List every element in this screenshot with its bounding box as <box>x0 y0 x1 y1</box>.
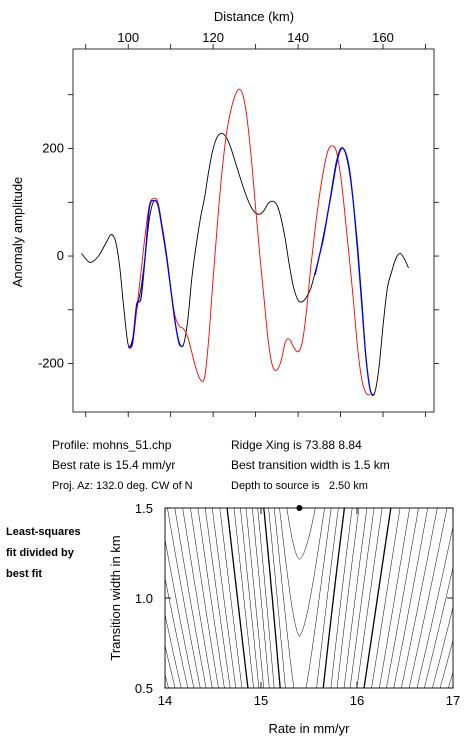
profile-frame <box>72 48 435 413</box>
contour-x-tick-label: 17 <box>446 693 460 708</box>
contour-y-tick-label: 1.0 <box>135 591 153 606</box>
contour-line <box>182 508 448 688</box>
side-note-line-3: best fit <box>6 568 42 580</box>
contour-line <box>263 508 346 688</box>
best-width-text: Best transition width is 1.5 km <box>231 458 390 472</box>
contour-line <box>240 508 375 688</box>
profile-x-tick-label: 160 <box>372 30 394 45</box>
fitted-anomaly-line-segment <box>314 147 375 396</box>
contour-line <box>257 508 353 688</box>
misfit-contour-chart: 14 15 16 17 0.5 1.0 1.5 Rate in mm/yr Transiti… <box>108 501 460 736</box>
profile-x-tick-label: 100 <box>117 30 139 45</box>
contour-line <box>211 508 410 688</box>
contour-x-axis-label: Rate in mm/yr <box>269 721 351 736</box>
contour-line <box>165 645 176 688</box>
contour-line <box>245 508 368 688</box>
best-rate-text: Best rate is 15.4 mm/yr <box>52 458 175 472</box>
contour-line <box>286 508 316 560</box>
contour-line <box>268 508 339 688</box>
source-depth-text: Depth to source is 2.50 km <box>231 480 368 492</box>
observed-anomaly-line <box>81 132 409 396</box>
profile-x-tick-label: 140 <box>287 30 309 45</box>
contour-line <box>219 508 401 688</box>
contour-frame <box>164 507 454 689</box>
contour-y-axis-label: Transition width in km <box>108 535 123 660</box>
contour-line <box>274 508 332 688</box>
contour-line <box>167 508 453 688</box>
profile-y-tick-label: -200 <box>38 356 64 371</box>
contour-line <box>197 508 428 688</box>
contour-line <box>190 508 438 688</box>
ridge-crossing-text: Ridge Xing is 73.88 8.84 <box>231 438 362 452</box>
projection-azimuth-text: Proj. Az: 132.0 deg. CW of N <box>52 480 193 492</box>
contour-y-tick-label: 1.5 <box>135 501 153 516</box>
profile-y-tick-label: 0 <box>57 248 64 263</box>
profile-x-axis-label: Distance (km) <box>214 9 294 24</box>
profile-chart: 100 120 140 160 -200 0 200 Distance (km) Anom… <box>10 9 439 417</box>
profile-x-tick-label: 120 <box>202 30 224 45</box>
contour-y-tick-label: 0.5 <box>135 681 153 696</box>
contour-line <box>279 508 325 637</box>
contour-x-tick-label: 14 <box>158 693 172 708</box>
info-block: Profile: mohns_51.chp Best rate is 15.4 … <box>52 438 390 492</box>
contour-line <box>204 508 419 688</box>
fitted-anomaly-line <box>127 199 184 349</box>
contour-line <box>174 508 453 688</box>
profile-y-axis-label: Anomaly amplitude <box>10 177 25 288</box>
best-fit-marker <box>296 505 303 511</box>
contour-line <box>252 508 360 688</box>
profile-y-tick-label: 200 <box>42 140 64 155</box>
contour-line <box>233 508 383 688</box>
profile-name-text: Profile: mohns_51.chp <box>52 438 172 452</box>
side-note-line-1: Least-squares <box>6 526 81 538</box>
contour-x-tick-label: 15 <box>254 693 268 708</box>
contour-line <box>226 508 392 688</box>
side-note-line-2: fit divided by <box>6 547 75 559</box>
contour-x-tick-label: 16 <box>350 693 364 708</box>
contour-line <box>165 674 169 688</box>
side-note: Least-squares fit divided by best fit <box>6 526 81 580</box>
